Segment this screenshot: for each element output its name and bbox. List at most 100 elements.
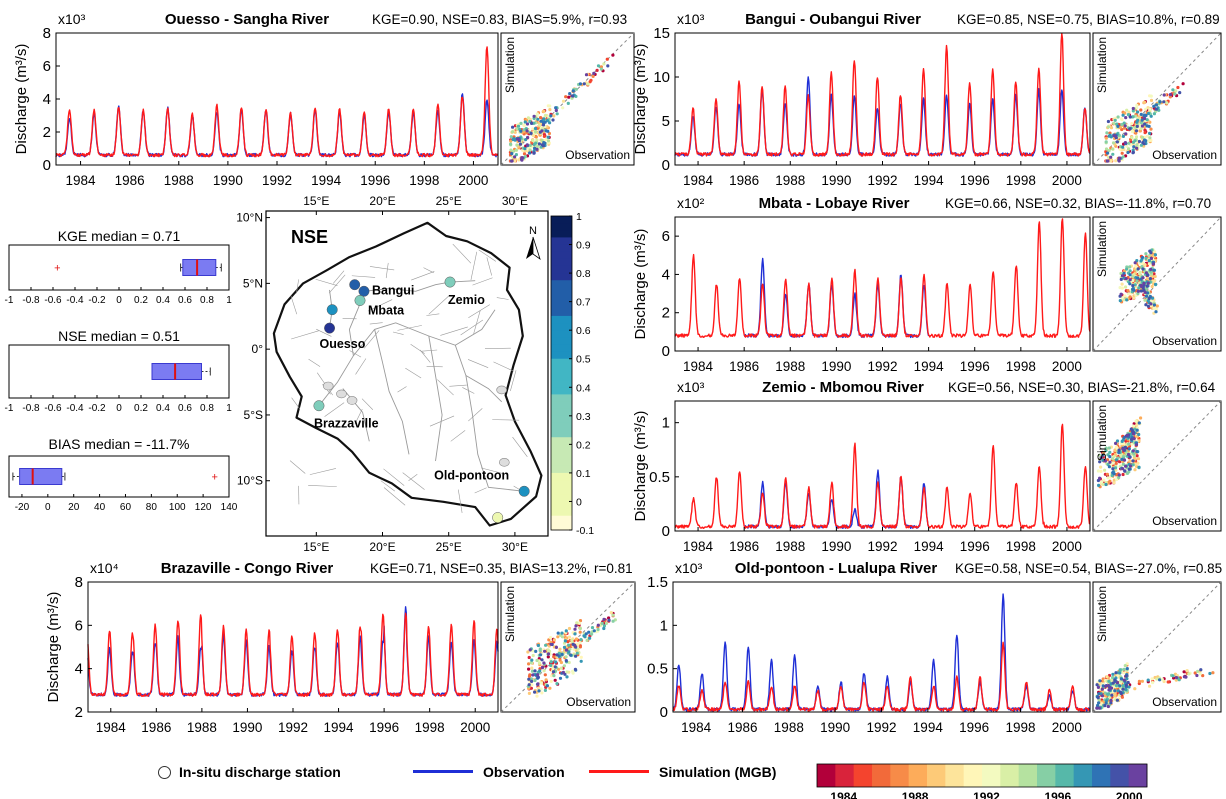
- scatter-point: [1101, 451, 1106, 455]
- scatter-point: [534, 135, 538, 139]
- year-colorbar-segment: [945, 764, 965, 787]
- scatter-point: [1147, 111, 1151, 116]
- scatter-point: [1109, 701, 1113, 705]
- scatter-point: [1144, 271, 1148, 275]
- scatter-brazzaville: Simulation Observation: [500, 581, 636, 713]
- scatter-point: [1134, 443, 1138, 447]
- scatter-point: [567, 643, 571, 647]
- box-x-tick-label: 140: [221, 502, 238, 513]
- scatter-point: [1120, 274, 1125, 278]
- box-x-tick-label: 0.6: [178, 403, 192, 414]
- scatter-point: [1125, 144, 1129, 149]
- x-tick-label: 1994: [914, 539, 945, 554]
- scatter-point: [549, 660, 553, 664]
- scatter-point: [596, 627, 600, 632]
- y-axis-label: Discharge (m³/s): [13, 44, 30, 155]
- year-colorbar-segment: [1000, 764, 1020, 787]
- tributary-line: [369, 266, 395, 271]
- scatter-y-label: Simulation: [503, 586, 517, 642]
- scatter-point: [1127, 442, 1131, 446]
- map-lon-label-bottom: 15°E: [303, 540, 329, 554]
- scatter-point: [1171, 88, 1175, 92]
- scatter-point: [1152, 104, 1156, 108]
- scatter-point: [1149, 138, 1153, 142]
- scatter-point: [1120, 282, 1124, 286]
- scatter-point: [559, 666, 563, 670]
- box-x-tick-label: -0.8: [22, 403, 40, 414]
- colorbar-segment: [551, 394, 572, 403]
- scatter-point: [510, 159, 514, 163]
- scatter-point: [1129, 437, 1134, 441]
- x-tick-label: 1988: [775, 173, 805, 188]
- scatter-point: [1125, 108, 1129, 112]
- scatter-point: [1155, 304, 1159, 308]
- scatter-point: [1153, 279, 1157, 283]
- x-tick-label: 1992: [867, 539, 897, 554]
- scatter-point: [1184, 675, 1188, 679]
- chart-title: Bangui - Oubangui River: [745, 11, 921, 28]
- x-tick-label: 1984: [96, 720, 127, 735]
- scatter-point: [1106, 692, 1110, 696]
- lake-shape: [346, 396, 358, 405]
- scatter-point: [1122, 121, 1126, 125]
- scatter-point: [1103, 459, 1107, 463]
- tributary-line: [496, 297, 509, 300]
- scatter-point: [1107, 688, 1111, 692]
- scatter-point: [1119, 292, 1123, 296]
- scatter-point: [578, 82, 583, 86]
- scatter-point: [574, 654, 578, 658]
- scatter-point: [1122, 298, 1126, 302]
- scatter-mbata: Simulation Observation: [1092, 216, 1222, 352]
- legend-simulation-label: Simulation (MGB): [659, 764, 777, 780]
- scatter-point: [1122, 667, 1126, 671]
- scatter-point: [529, 661, 533, 665]
- scatter-point: [561, 106, 565, 110]
- scatter-point: [1157, 108, 1161, 112]
- scatter-point: [1139, 289, 1143, 293]
- y-tick-label: 0: [662, 157, 670, 174]
- scatter-point: [1118, 671, 1122, 675]
- x-tick-label: 1994: [913, 720, 944, 735]
- scatter-point: [565, 670, 569, 674]
- scatter-point: [1198, 672, 1202, 676]
- scatter-point: [547, 131, 552, 136]
- scatter-point: [1142, 142, 1146, 146]
- scatter-point: [1109, 698, 1113, 703]
- year-colorbar: 1984 1988 1992 1996 2000: [816, 763, 1148, 799]
- scatter-point: [546, 648, 550, 652]
- scatter-point: [529, 131, 533, 135]
- scatter-point: [525, 129, 529, 133]
- scatter-point: [579, 659, 583, 663]
- y-multiplier: x10⁴: [90, 560, 119, 576]
- scatter-point: [1135, 143, 1139, 147]
- x-tick-label: 1998: [1005, 720, 1035, 735]
- scatter-point: [1173, 92, 1177, 96]
- scatter-point: [1141, 267, 1145, 271]
- scatter-point: [1123, 445, 1127, 449]
- scatter-point: [1118, 147, 1122, 151]
- scatter-point: [599, 67, 604, 71]
- scatter-point: [1139, 108, 1143, 112]
- scatter-point: [611, 53, 615, 57]
- scatter-x-label: Observation: [1152, 514, 1217, 528]
- scatter-point: [1095, 683, 1099, 687]
- scatter-point: [1137, 679, 1141, 684]
- scatter-point: [1144, 107, 1148, 111]
- scatter-point: [1153, 253, 1157, 257]
- scatter-point: [1131, 459, 1135, 463]
- scatter-point: [1128, 273, 1132, 277]
- tributary-line: [411, 271, 435, 281]
- scatter-point: [573, 667, 578, 671]
- scatter-point: [532, 114, 536, 118]
- scatter-point: [1143, 298, 1147, 302]
- x-tick-label: 1988: [775, 359, 805, 374]
- station-label: Brazzaville: [314, 417, 379, 431]
- scatter-point: [1165, 101, 1169, 105]
- colorbar-tick-label: -0.1: [576, 525, 594, 537]
- scatter-point: [1187, 672, 1191, 676]
- scatter-point: [1118, 668, 1122, 672]
- scatter-point: [576, 642, 580, 646]
- scatter-point: [567, 650, 571, 654]
- scatter-point: [535, 658, 539, 663]
- scatter-point: [518, 142, 523, 146]
